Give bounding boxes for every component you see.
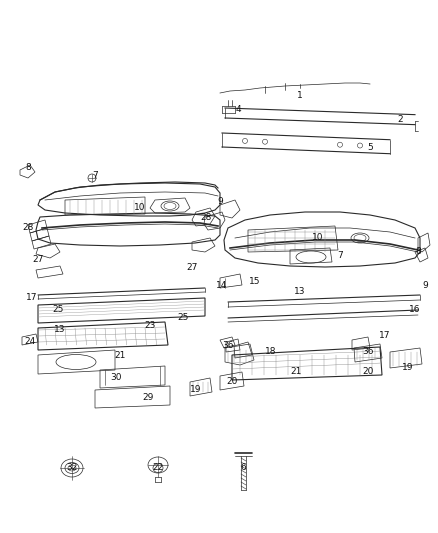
Text: 17: 17 <box>379 330 391 340</box>
Text: 8: 8 <box>415 247 421 256</box>
Text: 16: 16 <box>409 305 421 314</box>
Text: 24: 24 <box>25 337 35 346</box>
Text: 5: 5 <box>367 143 373 152</box>
Text: 36: 36 <box>362 348 374 357</box>
Text: 22: 22 <box>152 464 164 472</box>
Text: 7: 7 <box>92 171 98 180</box>
Text: 4: 4 <box>235 106 241 115</box>
Text: 30: 30 <box>110 374 122 383</box>
Text: 10: 10 <box>134 204 146 213</box>
Text: 27: 27 <box>186 263 198 272</box>
Text: 7: 7 <box>337 251 343 260</box>
Text: 9: 9 <box>422 280 428 289</box>
Text: 25: 25 <box>177 313 189 322</box>
Text: 10: 10 <box>312 233 324 243</box>
Text: 2: 2 <box>397 116 403 125</box>
Text: 20: 20 <box>362 367 374 376</box>
Text: 19: 19 <box>402 364 414 373</box>
Text: 28: 28 <box>22 223 34 232</box>
Text: 19: 19 <box>190 385 202 394</box>
Text: 21: 21 <box>114 351 126 359</box>
Text: 1: 1 <box>297 91 303 100</box>
Text: 15: 15 <box>249 278 261 287</box>
Text: 6: 6 <box>240 464 246 472</box>
Text: 13: 13 <box>54 326 66 335</box>
Text: 13: 13 <box>294 287 306 296</box>
Text: 18: 18 <box>265 348 277 357</box>
Text: 25: 25 <box>52 305 64 314</box>
Text: 20: 20 <box>226 377 238 386</box>
Text: 8: 8 <box>25 164 31 173</box>
Text: 21: 21 <box>290 367 302 376</box>
Text: 29: 29 <box>142 393 154 402</box>
Text: 9: 9 <box>217 198 223 206</box>
Text: 17: 17 <box>26 294 38 303</box>
Text: 23: 23 <box>144 320 155 329</box>
Text: 32: 32 <box>66 464 78 472</box>
Text: 27: 27 <box>32 255 44 264</box>
Text: 14: 14 <box>216 280 228 289</box>
Text: 36: 36 <box>222 341 234 350</box>
Text: 28: 28 <box>200 214 212 222</box>
